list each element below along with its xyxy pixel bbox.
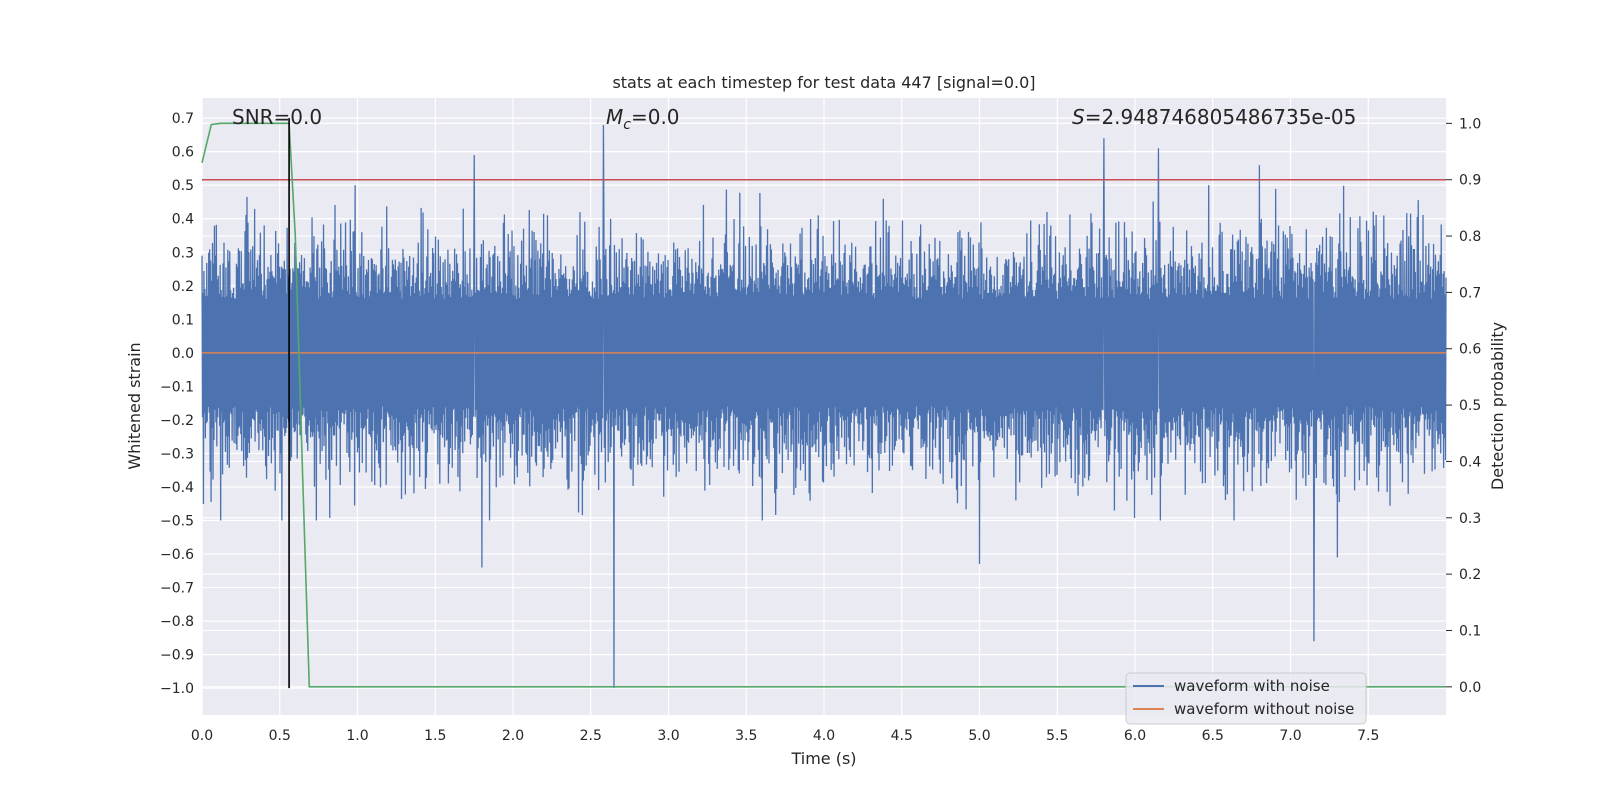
- detection-probability-line: [201, 122, 1446, 688]
- s-statistic-symbol: S: [1072, 105, 1085, 129]
- y-left-tick-label: 0.2: [172, 279, 194, 295]
- y-left-tick-label: −0.1: [160, 379, 194, 395]
- snr-annotation: SNR=0.0: [232, 105, 322, 129]
- y-left-tick-label: 0.4: [172, 212, 194, 228]
- y-left-tick-label: −0.8: [160, 614, 194, 630]
- x-tick-label: 2.5: [580, 728, 602, 744]
- x-tick-label: 3.5: [735, 728, 757, 744]
- y-right-tick-label: 0.7: [1459, 285, 1481, 301]
- waveform-with-noise-series: [201, 124, 1447, 689]
- x-tick-label: 4.0: [813, 728, 835, 744]
- y-left-tick-label: −0.6: [160, 547, 194, 563]
- y-left-tick-label: 0.6: [172, 145, 194, 161]
- axis-ticks: 0.0 0.5 1.0 1.5 2.0 2.5 3.0 3.5 4.0 4.5 5.0 5.5 6.0 6…: [160, 111, 1481, 744]
- overlay-series: [201, 118, 1446, 689]
- y-left-tick-label: −0.7: [160, 581, 194, 597]
- legend-label-clean: waveform without noise: [1174, 700, 1354, 718]
- y-left-tick-label: −0.2: [160, 413, 194, 429]
- s-statistic-annotation: S=2.948746805486735e-05: [1072, 105, 1356, 129]
- y-right-tick-label: 0.6: [1459, 342, 1481, 358]
- chirp-mass-subscript: c: [623, 117, 631, 133]
- x-tick-label: 5.0: [968, 728, 990, 744]
- x-tick-label: 0.5: [269, 728, 291, 744]
- y-left-tick-label: −0.5: [160, 514, 194, 530]
- legend-label-noise: waveform with noise: [1174, 677, 1330, 695]
- x-tick-label: 7.5: [1357, 728, 1379, 744]
- y-right-tick-label: 0.4: [1459, 454, 1481, 470]
- x-tick-label: 0.0: [191, 728, 213, 744]
- y-left-tick-label: −0.9: [160, 648, 194, 664]
- s-statistic-value: =2.948746805486735e-05: [1085, 105, 1357, 129]
- legend-box: [1125, 672, 1367, 725]
- y-axis-label-right: Detection probability: [1488, 322, 1507, 490]
- x-axis-label: Time (s): [790, 749, 856, 768]
- x-tick-label: 4.5: [891, 728, 913, 744]
- x-tick-label: 7.0: [1279, 728, 1301, 744]
- x-tick-label: 6.0: [1124, 728, 1146, 744]
- y-right-tick-label: 0.9: [1459, 173, 1481, 189]
- y-right-tick-label: 0.2: [1459, 567, 1481, 583]
- x-tick-label: 1.0: [346, 728, 368, 744]
- x-tick-label: 2.0: [502, 728, 524, 744]
- x-tick-label: 6.5: [1202, 728, 1224, 744]
- chirp-mass-value: =0.0: [631, 105, 680, 129]
- chirp-mass-symbol: M: [606, 105, 623, 129]
- y-right-tick-label: 0.8: [1459, 229, 1481, 245]
- y-right-tick-label: 0.3: [1459, 511, 1481, 527]
- chirp-mass-annotation: Mc=0.0: [606, 105, 680, 133]
- noise-waveform-line: [201, 124, 1447, 689]
- y-left-tick-label: −1.0: [160, 681, 194, 697]
- y-left-tick-label: 0.3: [172, 245, 194, 261]
- y-left-tick-label: −0.4: [160, 480, 194, 496]
- x-tick-label: 5.5: [1046, 728, 1068, 744]
- y-axis-label-left: Whitened strain: [125, 342, 144, 469]
- y-right-tick-label: 1.0: [1459, 116, 1481, 132]
- y-left-tick-label: 0.0: [172, 346, 194, 362]
- x-tick-label: 1.5: [424, 728, 446, 744]
- y-left-tick-label: 0.7: [172, 111, 194, 127]
- y-left-tick-label: 0.1: [172, 312, 194, 328]
- y-right-tick-label: 0.5: [1459, 398, 1481, 414]
- y-right-tick-label: 0.0: [1459, 680, 1481, 696]
- x-tick-label: 3.0: [657, 728, 679, 744]
- y-left-tick-label: −0.3: [160, 446, 194, 462]
- chart-title: stats at each timestep for test data 447…: [612, 73, 1035, 92]
- y-right-tick-label: 0.1: [1459, 623, 1481, 639]
- y-left-tick-label: 0.5: [172, 178, 194, 194]
- legend: waveform with noise waveform without noi…: [1125, 672, 1367, 725]
